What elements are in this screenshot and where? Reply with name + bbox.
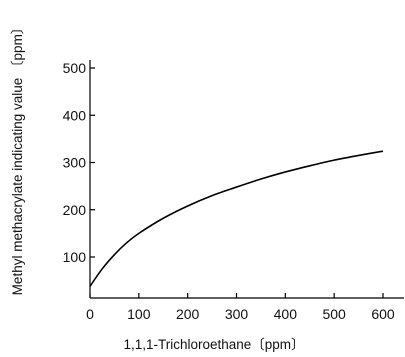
- y-tick-label: 300: [63, 155, 87, 171]
- x-tick-label: 0: [86, 306, 94, 322]
- y-axis: 100 200 300 400 500: [63, 60, 95, 298]
- x-tick-label: 100: [127, 306, 151, 322]
- y-tick-label: 400: [63, 107, 87, 123]
- x-tick-label: 300: [225, 306, 249, 322]
- y-ticks: 100 200 300 400 500: [63, 60, 95, 265]
- x-tick-label: 200: [176, 306, 200, 322]
- y-tick-label: 500: [63, 60, 87, 76]
- x-axis: 0 100 200 300 400 500 600: [86, 293, 404, 322]
- x-tick-label: 500: [322, 306, 346, 322]
- y-tick-label: 200: [63, 202, 87, 218]
- x-tick-label: 600: [371, 306, 395, 322]
- x-ticks: 0 100 200 300 400 500 600: [86, 293, 395, 322]
- x-tick-label: 400: [274, 306, 298, 322]
- x-axis-label: 1,1,1-Trichloroethane〔ppm〕: [123, 337, 304, 352]
- y-tick-label: 100: [63, 249, 87, 265]
- y-axis-label: Methyl methacrylate indicating value 〔pp…: [10, 21, 25, 296]
- series-line: [89, 150, 384, 287]
